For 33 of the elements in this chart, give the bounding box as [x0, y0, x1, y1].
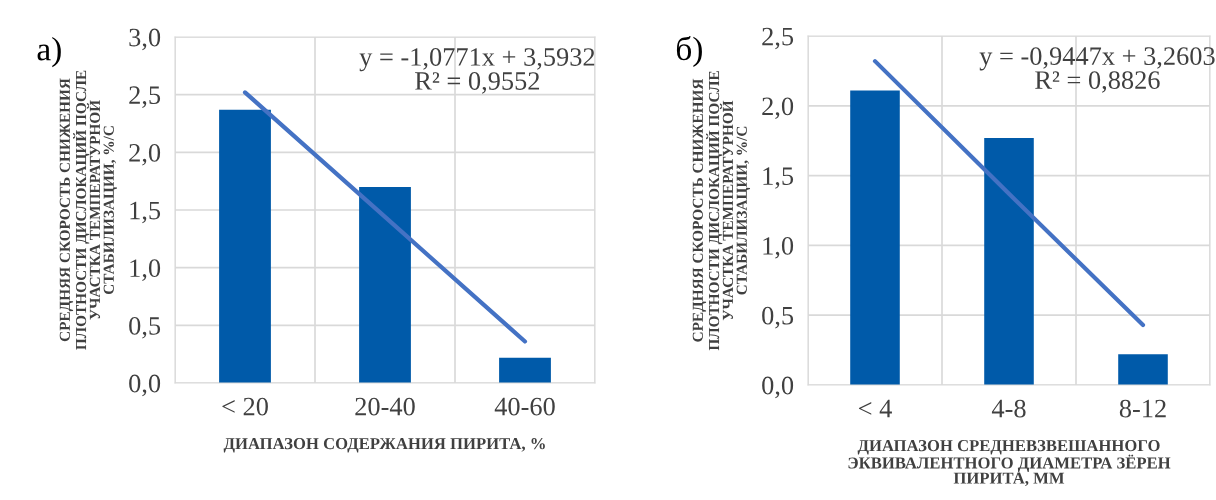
x-tick-label: 40-60	[494, 397, 555, 416]
bar	[1118, 354, 1168, 385]
y-tick-label: 2,0	[762, 97, 794, 120]
bar	[219, 109, 271, 383]
y-tick-label: 0,0	[762, 376, 794, 399]
y-tick-label: 2,5	[129, 86, 161, 108]
y-tick-label: 0,0	[129, 374, 161, 397]
y-tick-label: 2,0	[129, 143, 161, 166]
bar	[984, 137, 1034, 385]
y-axis-title: СРЕДНЯЯ СКОРОСТЬ СНИЖЕНИЯ ПЛОТНОСТИ ДИСЛОКАЦИЙ ПОСЛЕ УЧАСТКА ТЕМПЕРАТУРНОЙ СТАБИЛИЗАЦИИ, %/С	[692, 71, 751, 351]
bar	[499, 357, 551, 383]
x-tick-label: < 4	[858, 399, 892, 418]
y-tick-label: 0,5	[129, 316, 161, 339]
bar	[850, 90, 900, 385]
x-tick-label: < 20	[222, 397, 268, 416]
y-tick-label: 1,5	[763, 167, 794, 189]
text: а)	[37, 37, 61, 68]
x-tick-label: 20-40	[355, 397, 415, 416]
text: б)	[676, 36, 702, 67]
y-tick-label: 1,0	[130, 259, 161, 281]
x-tick-label: 8-12	[1119, 399, 1166, 418]
annotation: y = -0,9447x + 3,2603 R² = 0,8826	[979, 47, 1215, 93]
x-tick-label: 4-8	[991, 399, 1026, 418]
y-tick-label: 2,5	[762, 27, 794, 50]
y-axis-title: СРЕДНЯЯ СКОРОСТЬ СНИЖЕНИЯ ПЛОТНОСТИ ДИСЛОКАЦИЙ ПОСЛЕ УЧАСТКА ТЕМПЕРАТУРНОЙ СТАБИЛИЗАЦИИ, %/С	[59, 70, 118, 350]
y-tick-label: 3,0	[129, 28, 161, 51]
x-axis-title: ДИАПАЗОН СРЕДНЕВЗВЕШАННОГО ЭКВИВАЛЕНТНОГО ДИАМЕТРА ЗЁРЕН ПИРИТА, ММ	[848, 440, 1171, 487]
annotation: y = -1,0771x + 3,5932 R² = 0,9552	[359, 48, 595, 94]
y-tick-label: 0,5	[762, 306, 794, 329]
bar	[359, 186, 411, 383]
y-tick-label: 1,5	[130, 201, 161, 224]
y-tick-label: 1,0	[763, 237, 794, 259]
x-axis-title: ДИАПАЗОН СОДЕРЖАНИЯ ПИРИТА, %	[223, 437, 545, 453]
